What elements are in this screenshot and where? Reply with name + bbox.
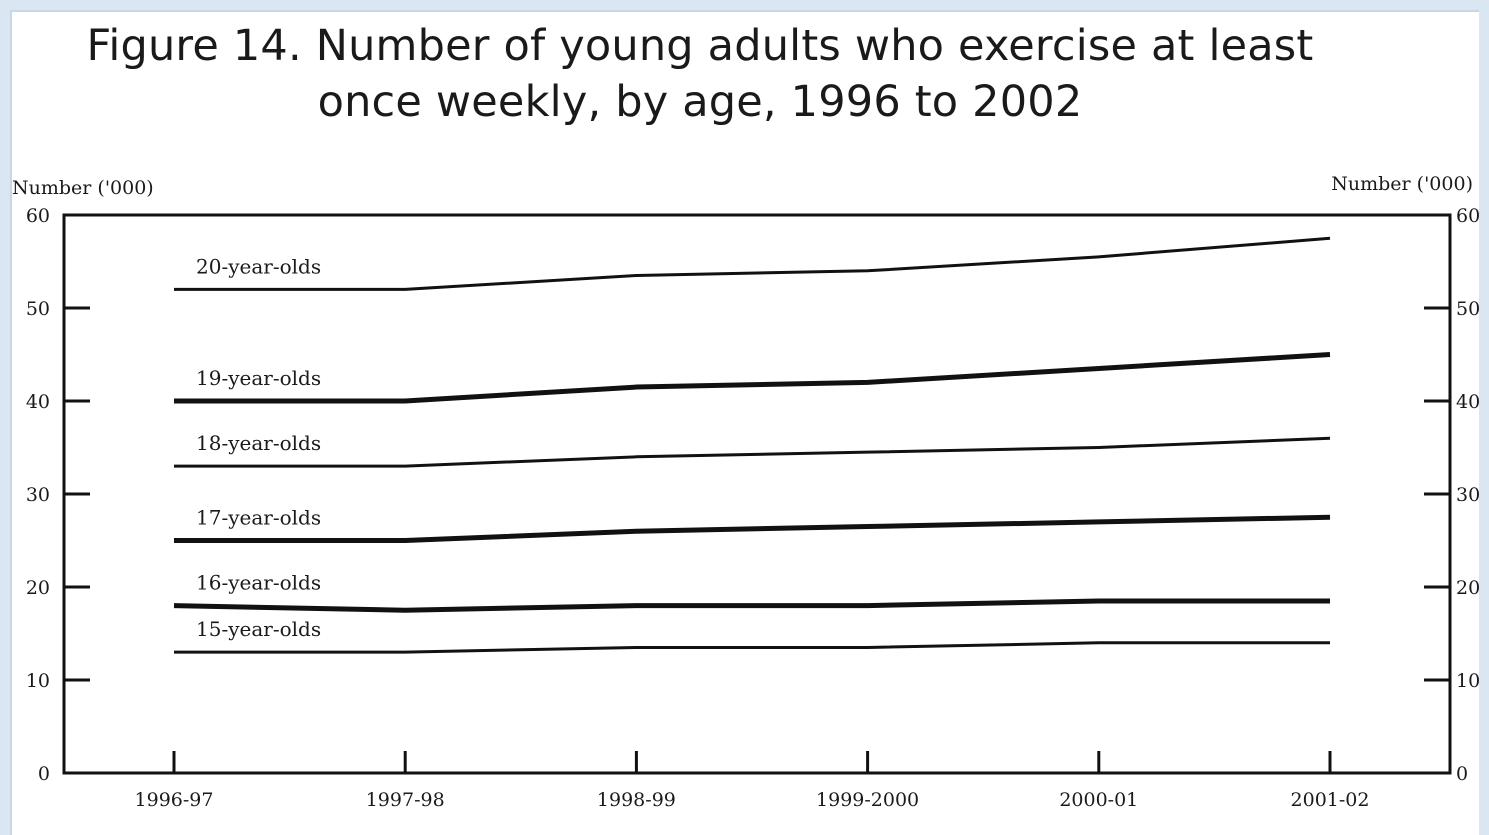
x-tick-label: 1996-97 [135,789,214,811]
right-y-tick-label: 40 [1456,391,1480,413]
left-axis-title: Number ('000) [12,177,154,199]
left-y-tick-label: 40 [26,391,50,413]
left-y-tick-label: 10 [26,670,50,692]
series-line [173,598,1330,613]
series-label: 17-year-olds [196,506,321,530]
right-y-tick-label: 20 [1456,577,1480,599]
x-tick-label: 2000-01 [1059,789,1138,811]
series-label: 15-year-olds [196,617,321,641]
series-line [174,236,1331,291]
chart-frame [10,10,1479,835]
series-line [174,514,1331,543]
series-line [174,352,1331,404]
series-label: 16-year-olds [196,571,321,595]
series-line [174,641,1330,654]
right-axis-title: Number ('000) [1331,173,1473,195]
x-tick-label: 2001-02 [1291,789,1370,811]
right-y-tick-label: 60 [1456,205,1480,227]
series-line [174,436,1331,468]
right-y-tick-label: 30 [1456,484,1480,506]
left-y-tick-label: 0 [38,763,50,785]
left-y-tick-label: 50 [26,298,50,320]
left-y-tick-label: 20 [26,577,50,599]
chart-title-line-2: once weekly, by age, 1996 to 2002 [317,77,1083,127]
right-y-tick-label: 0 [1456,763,1468,785]
left-y-tick-label: 30 [26,484,50,506]
chart-title: Figure 14. Number of young adults who ex… [0,18,1400,130]
chart-title-line-1: Figure 14. Number of young adults who ex… [86,21,1314,71]
plot-border [62,213,1452,775]
series-label: 19-year-olds [196,366,321,390]
plot-area: 0 0 10 10 20 20 30 30 40 40 50 50 60 60 1996-97 1997-98… [26,205,1480,811]
left-y-tick-label: 60 [26,205,50,227]
x-tick-label: 1999-2000 [816,789,919,811]
right-y-tick-label: 50 [1456,298,1480,320]
series-label: 18-year-olds [196,431,321,455]
right-y-tick-label: 10 [1456,670,1480,692]
series-label: 20-year-olds [196,254,321,278]
x-tick-label: 1998-99 [597,789,676,811]
x-tick-label: 1997-98 [366,789,445,811]
